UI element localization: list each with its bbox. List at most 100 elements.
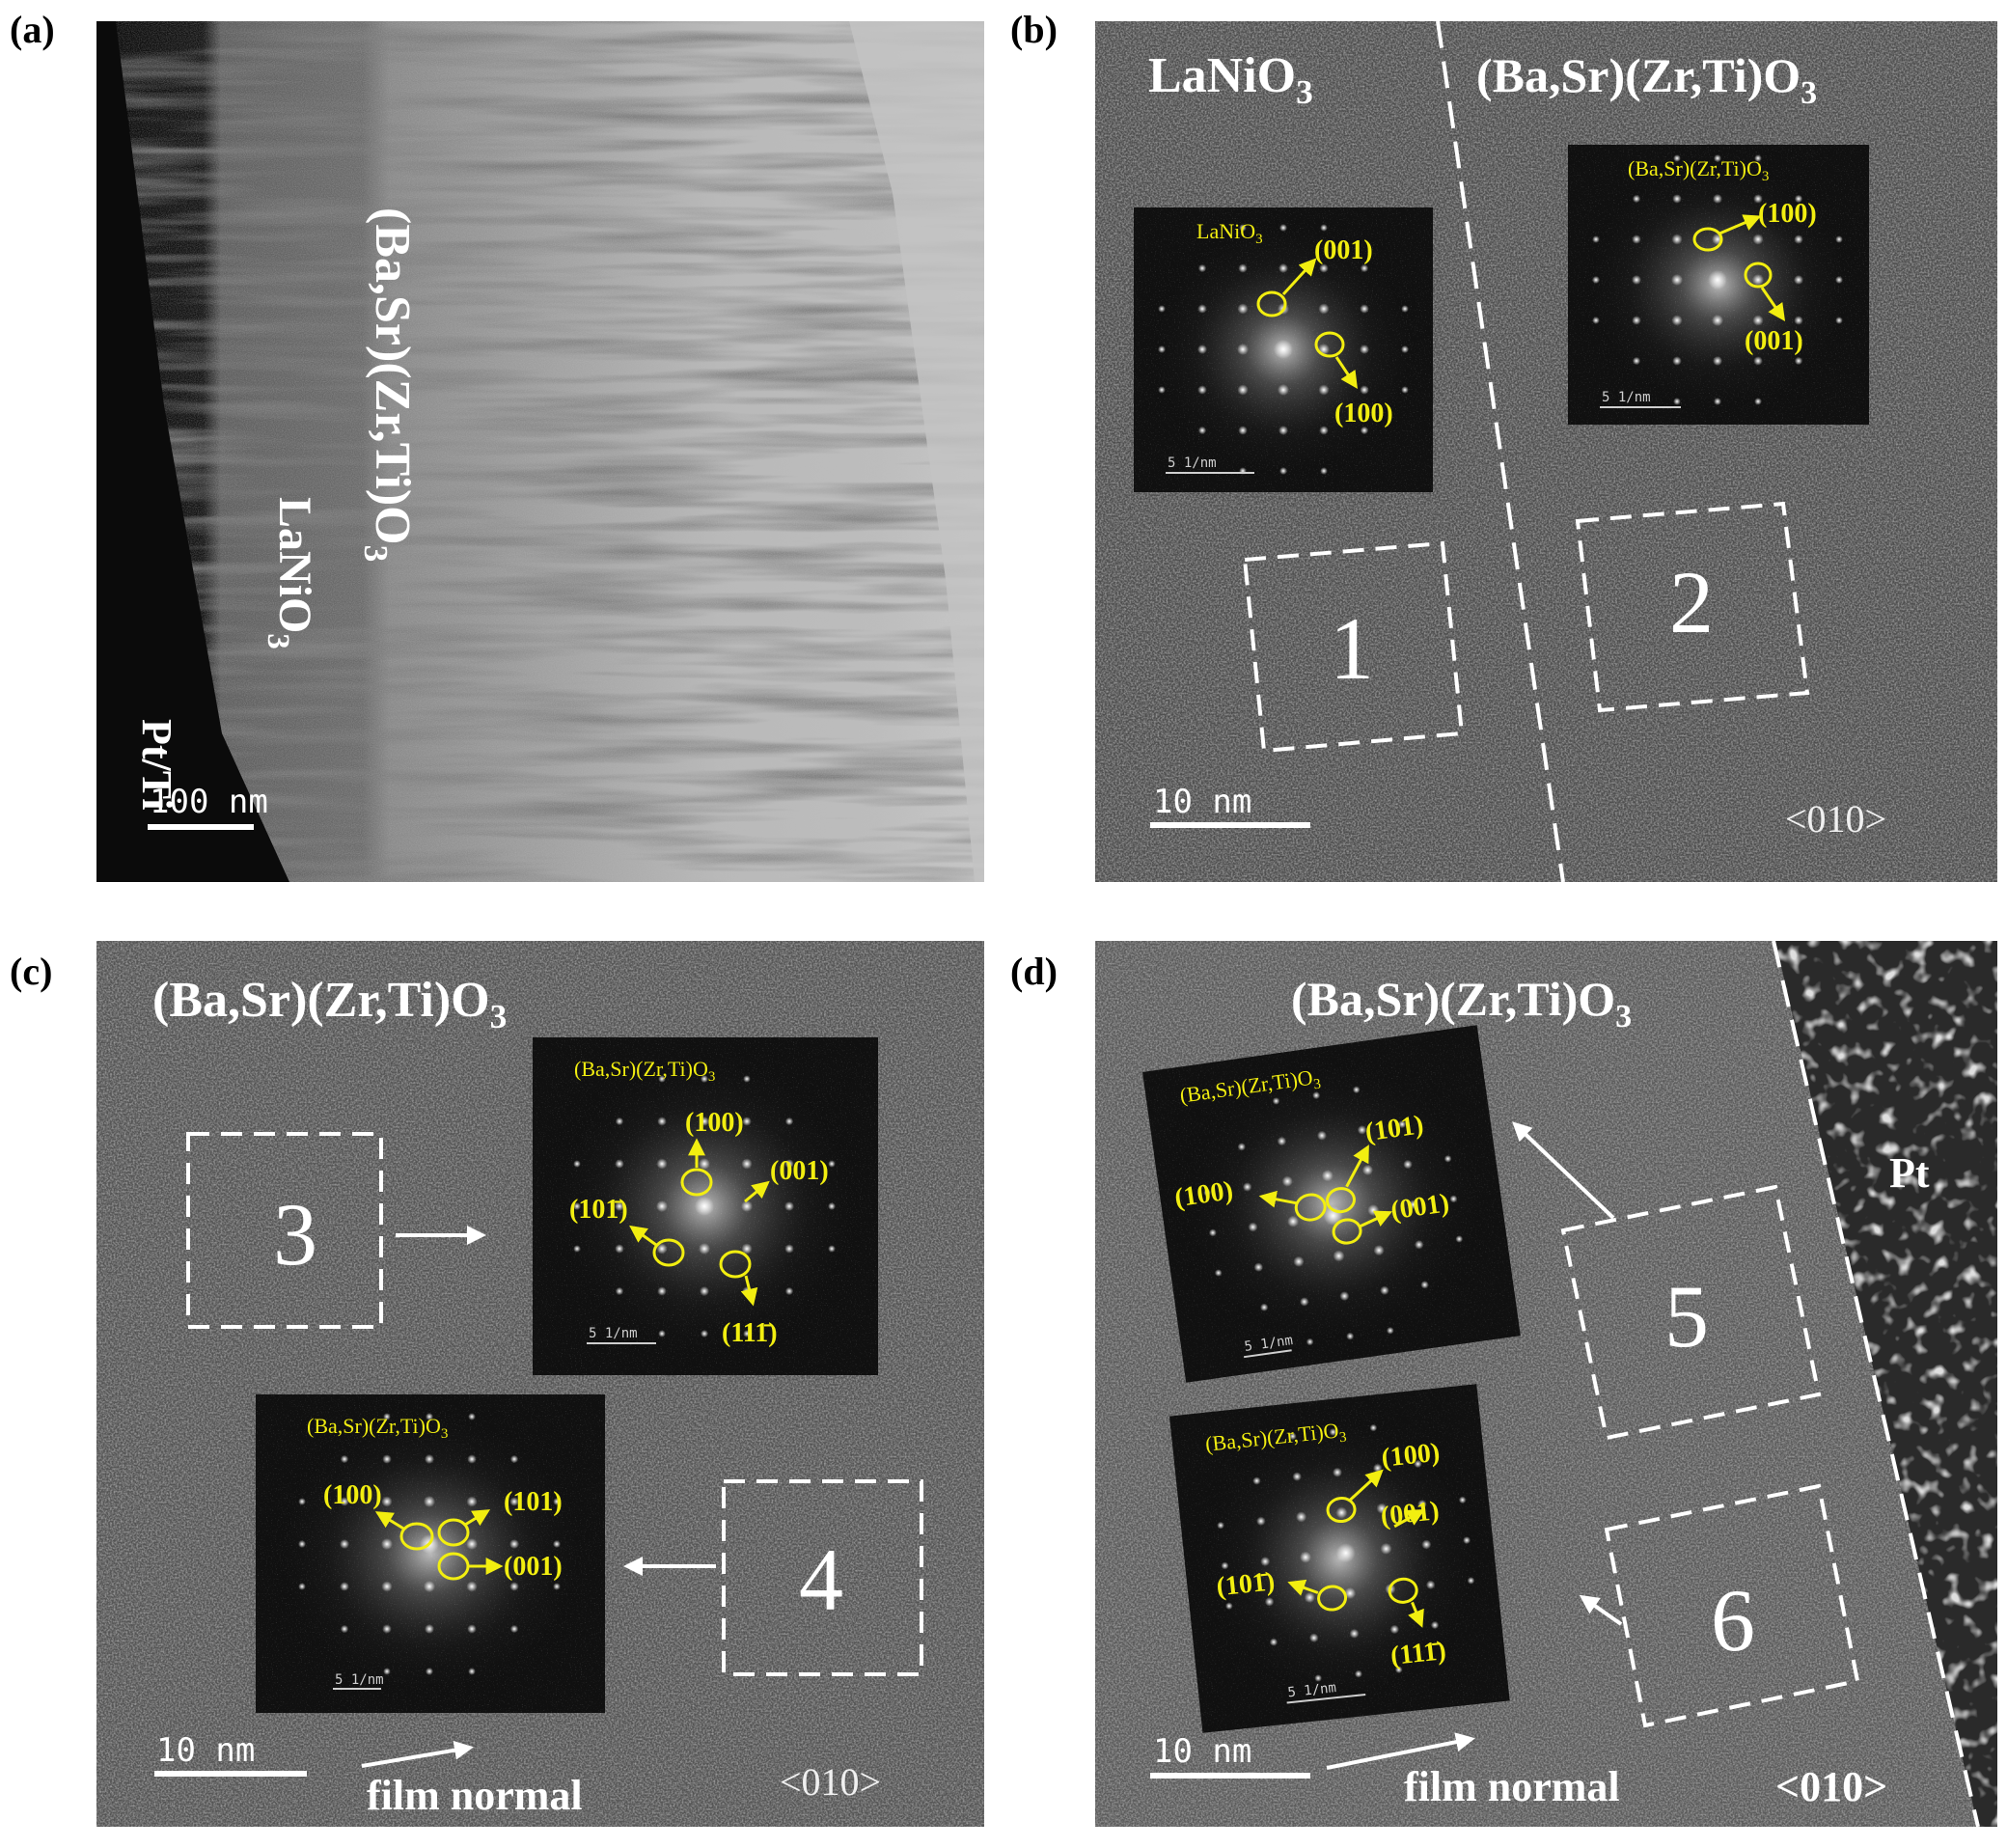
diffraction-spot — [1277, 1136, 1287, 1146]
diffraction-spot — [701, 1075, 708, 1083]
diffraction-spot — [1430, 1620, 1440, 1630]
diffraction-spot — [381, 1496, 393, 1507]
svg-text:5 1/nm: 5 1/nm — [1168, 455, 1217, 471]
diffraction-spot — [1264, 1597, 1275, 1607]
diffraction-spot — [1632, 356, 1641, 366]
diffraction-spot — [1835, 317, 1843, 324]
diffraction-spot — [695, 1197, 714, 1216]
diffraction-spot — [1671, 234, 1683, 245]
diffraction-spot — [1380, 1285, 1389, 1295]
svg-text:4: 4 — [799, 1531, 843, 1629]
diffraction-spot — [1339, 1291, 1350, 1302]
diffraction-spot — [1320, 467, 1328, 475]
diffraction-spot — [1360, 345, 1369, 354]
diffraction-spot — [1713, 356, 1722, 366]
diffraction-spot — [426, 1668, 433, 1675]
diffraction-spot — [1458, 1496, 1467, 1504]
diffraction-spot — [1754, 398, 1762, 405]
diffraction-spot — [1467, 1577, 1475, 1585]
spot-ring — [1744, 262, 1773, 289]
diffraction-spot — [658, 1330, 666, 1338]
spot-ring — [1256, 290, 1287, 317]
interface-line — [1772, 940, 1980, 1828]
diffraction-spot — [1708, 270, 1727, 290]
diffraction-spot — [340, 1582, 349, 1591]
roi-box-6: 6 — [1604, 1483, 1860, 1728]
film-normal-arrow — [1326, 1732, 1475, 1770]
diffraction-spot — [1673, 154, 1681, 162]
diffraction-spot — [1671, 315, 1683, 326]
diffraction-spot — [509, 1497, 519, 1506]
diffraction-spot — [784, 1201, 794, 1211]
spot-label: (100) — [1334, 399, 1393, 428]
spot-ring — [1314, 331, 1345, 358]
diffraction-spot — [1158, 305, 1166, 313]
diffraction-spot — [1335, 1506, 1348, 1519]
diffraction-spot — [1632, 194, 1641, 204]
zone-axis-label: <010> — [1785, 797, 1886, 841]
diffraction-spot — [1403, 1159, 1413, 1170]
diffraction-spot — [828, 1160, 836, 1168]
diffraction-spot — [1293, 1255, 1305, 1267]
diffraction-spot — [1203, 1188, 1211, 1197]
diffraction-spot — [1420, 1281, 1429, 1289]
diffraction-spot — [1214, 1269, 1223, 1277]
spot-ring — [719, 1250, 752, 1279]
diffraction-spot — [340, 1539, 349, 1549]
diffraction-spot — [467, 1624, 477, 1634]
roi-box-4: 4 — [722, 1479, 923, 1676]
diffraction-spot — [1296, 1511, 1307, 1523]
diffraction-spot — [699, 1158, 710, 1170]
diffraction-spot — [1753, 194, 1763, 204]
diffraction-spot — [1319, 263, 1329, 273]
diffraction-spot — [466, 1538, 478, 1550]
panel-a-label: (a) — [10, 8, 55, 51]
diffraction-spot — [784, 1117, 794, 1126]
diffraction-spot — [1455, 1235, 1464, 1243]
svg-text:2: 2 — [1669, 553, 1714, 651]
roi-box-2: 2 — [1575, 501, 1810, 713]
diffraction-spot — [1835, 235, 1843, 243]
diffraction-spot — [1321, 1170, 1333, 1182]
diffraction-spot — [656, 1243, 668, 1255]
svg-text:10 nm: 10 nm — [1153, 1732, 1251, 1771]
diffraction-spot — [1278, 263, 1288, 273]
spot-label: (100) — [685, 1108, 744, 1138]
svg-text:10 nm: 10 nm — [1153, 783, 1251, 821]
diffraction-spot — [553, 1498, 561, 1505]
interface-line — [1436, 20, 1565, 883]
diffraction-spot — [1308, 1633, 1319, 1642]
diffraction-spot — [657, 1117, 667, 1126]
svg-text:5 1/nm: 5 1/nm — [1602, 390, 1651, 405]
diffraction-spot — [1287, 1215, 1300, 1227]
diffraction-spot — [1632, 316, 1641, 325]
diffraction-spot — [1673, 398, 1681, 405]
diffraction-spot — [1197, 385, 1207, 395]
diffraction-spot — [1253, 1262, 1264, 1272]
diffraction-spot — [1835, 276, 1843, 284]
svg-text:6: 6 — [1711, 1571, 1755, 1669]
panel-d: (d) (Ba,Sr)(Zr,Ti)O3 Pt (Ba,Sr)(Zr,Ti)O3… — [1010, 940, 1997, 1828]
panel-d-title: (Ba,Sr)(Zr,Ti)O3 — [1291, 972, 1632, 1034]
diffraction-spot — [1386, 1326, 1394, 1335]
diffraction-spot — [1252, 1476, 1261, 1485]
diffraction-spot — [298, 1540, 306, 1548]
diffraction-spot — [1197, 426, 1207, 435]
diffraction-spot — [1197, 263, 1207, 273]
diffraction-spot — [657, 1286, 667, 1296]
spot-label: (001) — [1745, 326, 1803, 356]
spot-ring — [1388, 1577, 1418, 1604]
svg-text:5 1/nm: 5 1/nm — [1287, 1680, 1337, 1700]
spot-label: (111̄) — [722, 1318, 778, 1348]
diffraction-spot — [741, 1158, 753, 1170]
diffraction-spot — [1237, 384, 1249, 396]
spot-label: (101) — [504, 1487, 563, 1517]
svg-text:5 1/nm: 5 1/nm — [589, 1326, 638, 1341]
diffraction-spot — [784, 1286, 794, 1296]
svg-text:100 nm: 100 nm — [150, 783, 268, 821]
panel-c-label: (c) — [10, 950, 52, 993]
diffraction-spot — [1360, 426, 1369, 435]
diffraction-spot — [1354, 1669, 1362, 1678]
diffraction-spot — [553, 1540, 561, 1548]
